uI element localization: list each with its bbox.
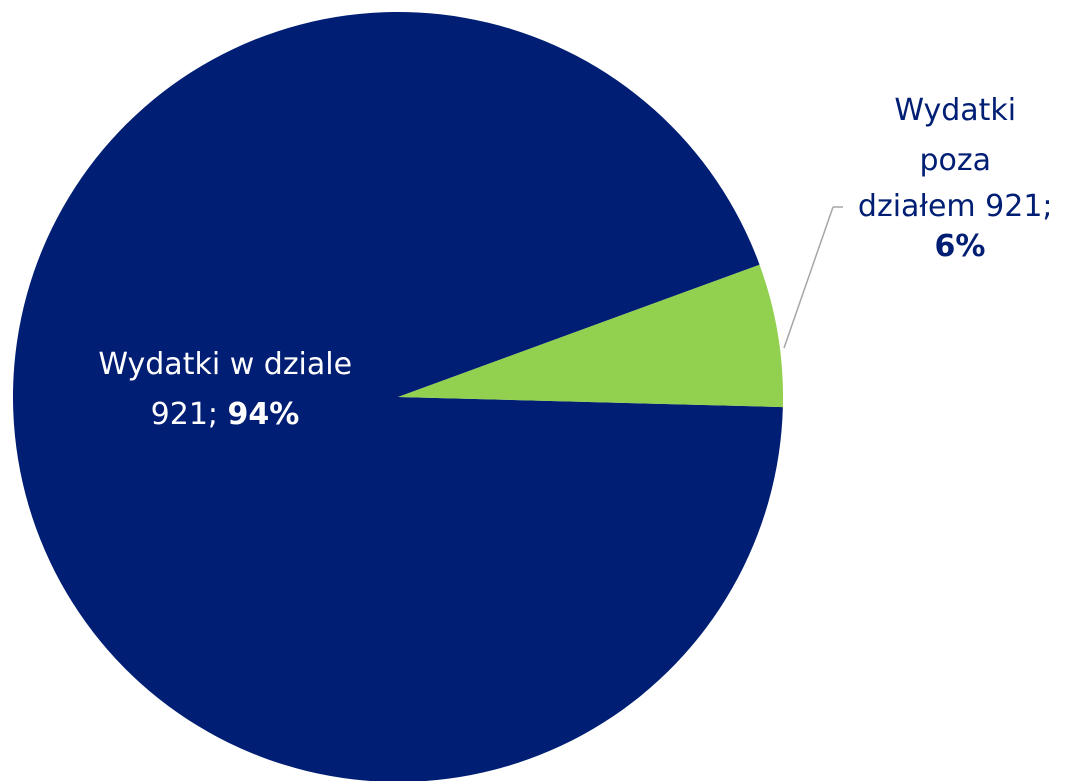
slice-wydatki-w-dziale: [13, 12, 783, 781]
inside-label-line1: Wydatki w dziale: [98, 347, 352, 382]
inside-label-pct: 94%: [228, 397, 300, 432]
inside-label-prefix: 921;: [151, 397, 228, 432]
outside-label-line3: działem 921;: [858, 189, 1053, 224]
outside-label-pct: 6%: [935, 229, 986, 264]
leader-line: [783, 206, 834, 349]
inside-label-line2: 921; 94%: [151, 397, 300, 432]
outside-label-line1: Wydatki: [894, 93, 1016, 128]
slice-wydatki-poza-dzialem: [398, 264, 783, 408]
pie-slices: [13, 12, 783, 781]
slice-label-outside: Wydatki poza działem 921; 6%: [858, 93, 1062, 264]
outside-label-line2: poza: [919, 143, 991, 178]
slice-label-inside: Wydatki w dziale 921; 94%: [98, 347, 361, 432]
